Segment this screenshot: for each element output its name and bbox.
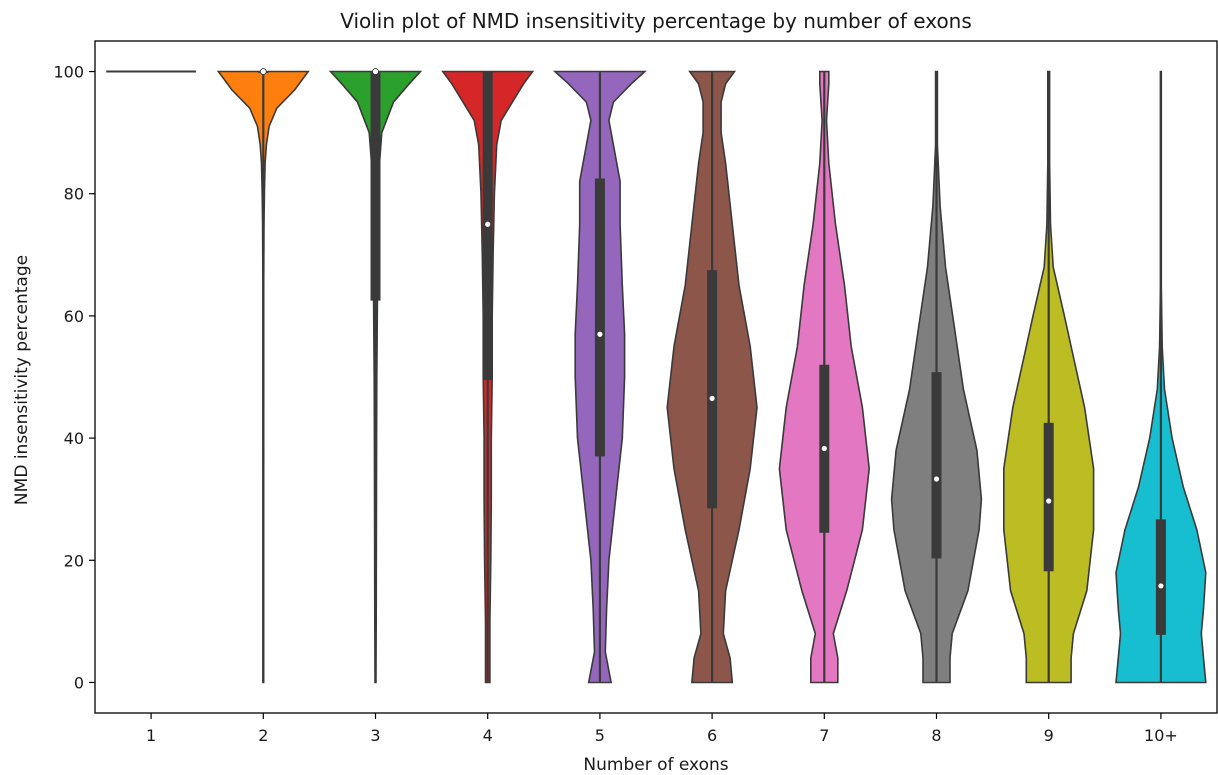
violin-iqr-box xyxy=(931,372,942,559)
violin-10+ xyxy=(1115,70,1207,684)
x-tick-label: 9 xyxy=(1044,726,1054,745)
violin-6 xyxy=(666,70,758,684)
y-tick-label: 60 xyxy=(64,307,84,326)
violin-iqr-box xyxy=(370,71,381,301)
x-tick-label: 4 xyxy=(483,726,493,745)
x-tick-label: 7 xyxy=(819,726,829,745)
y-axis-ticks: 0 20 40 60 80 100 xyxy=(53,63,95,692)
violins-layer xyxy=(106,68,1207,684)
violin-iqr-box xyxy=(594,178,605,457)
violin-median-dot xyxy=(933,475,940,483)
violin-4 xyxy=(441,70,535,684)
y-axis-label: NMD insensitivity percentage xyxy=(12,255,32,505)
violin-9 xyxy=(1003,70,1095,684)
violin-3 xyxy=(328,68,423,684)
violin-iqr-box xyxy=(1155,519,1166,635)
violin-median-dot xyxy=(708,394,716,402)
y-tick-label: 100 xyxy=(53,63,84,82)
violin-median-dot xyxy=(484,220,492,228)
x-axis-label: Number of exons xyxy=(583,755,728,775)
x-tick-label: 3 xyxy=(370,726,380,745)
plot-area xyxy=(94,40,1218,714)
violin-iqr-box xyxy=(1043,422,1054,572)
violin-median-dot xyxy=(596,330,604,338)
chart-title: Violin plot of NMD insensitivity percent… xyxy=(340,9,972,33)
y-tick-label: 0 xyxy=(74,673,84,692)
x-tick-label: 1 xyxy=(146,726,156,745)
y-tick-label: 40 xyxy=(64,429,84,448)
violin-median-dot xyxy=(1045,497,1053,505)
x-axis-ticks: 1 2 3 4 5 6 7 8 9 10+ xyxy=(146,713,1178,745)
x-tick-label: 5 xyxy=(595,726,605,745)
violin-median-dot xyxy=(372,68,379,75)
x-tick-label: 6 xyxy=(707,726,717,745)
violin-iqr-box xyxy=(707,270,718,509)
x-tick-label: 2 xyxy=(258,726,268,745)
x-tick-label: 10+ xyxy=(1144,726,1178,745)
violin-median-dot xyxy=(820,445,828,452)
violin-7 xyxy=(778,70,871,684)
y-tick-label: 20 xyxy=(64,551,84,570)
violin-median-dot xyxy=(259,68,267,75)
violin-median-dot xyxy=(1157,582,1165,590)
x-tick-label: 8 xyxy=(931,726,941,745)
violin-5 xyxy=(552,70,647,684)
y-tick-label: 80 xyxy=(64,185,84,204)
violin-8 xyxy=(890,70,983,684)
violin-2 xyxy=(216,68,310,684)
